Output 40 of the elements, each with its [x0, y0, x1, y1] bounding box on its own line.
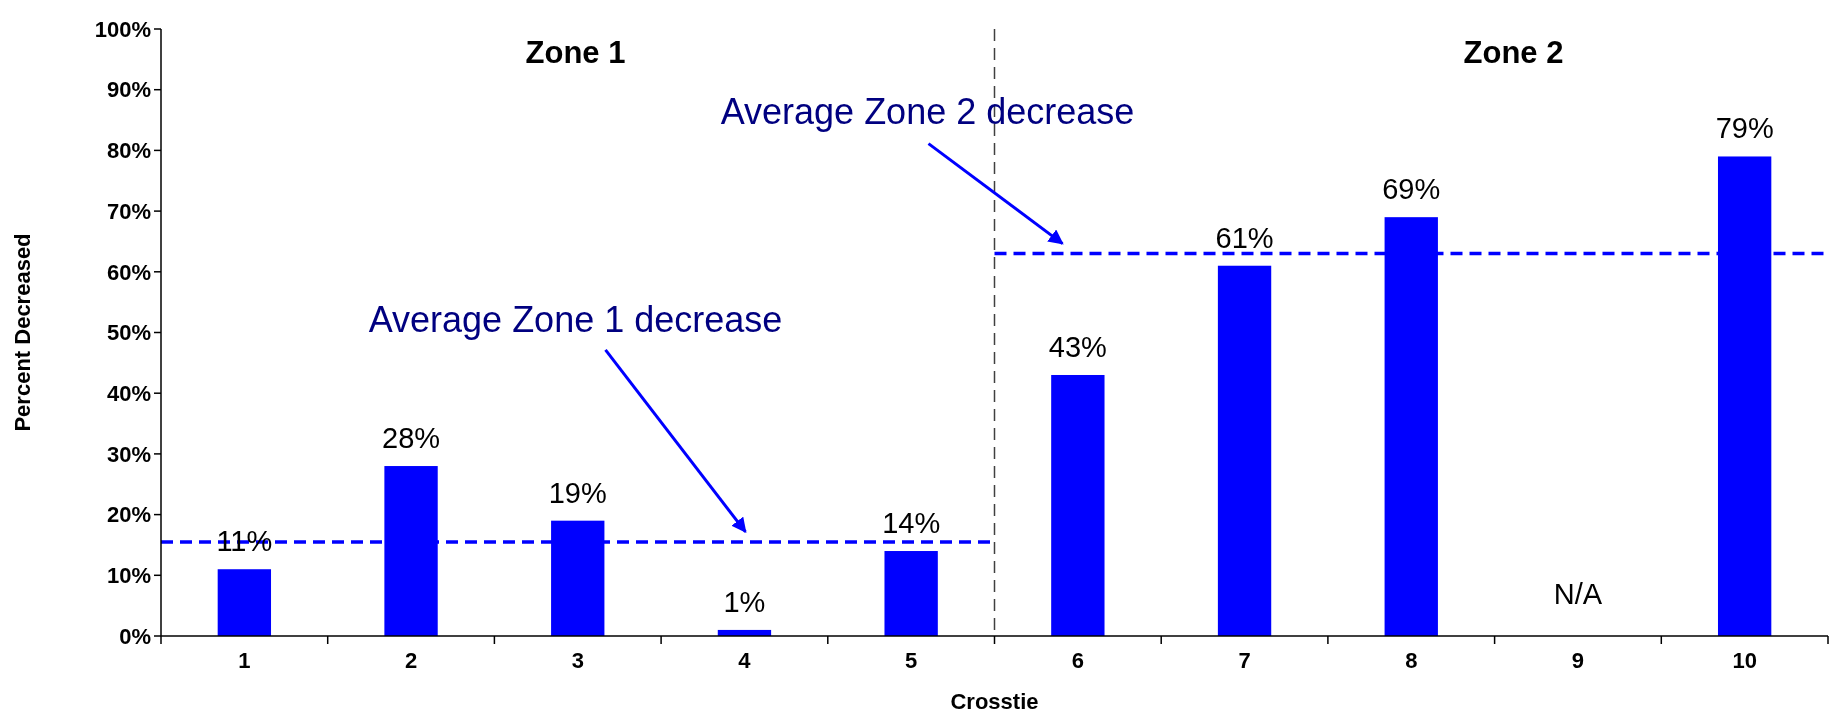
y-axis-title: Percent Decreased	[10, 233, 35, 432]
data-label: 43%	[1048, 330, 1107, 363]
annotation: Zone 1	[525, 35, 626, 70]
x-tick-label: 8	[1405, 648, 1418, 673]
bar	[1217, 265, 1272, 636]
y-tick-label: 30%	[106, 441, 151, 467]
x-tick-label: 6	[1071, 648, 1084, 673]
bar	[884, 551, 938, 636]
data-label: 1%	[723, 585, 766, 618]
data-label: 28%	[382, 422, 441, 455]
y-tick-label: 0%	[119, 623, 151, 649]
data-label: 61%	[1215, 221, 1274, 254]
y-tick-label: 80%	[106, 138, 151, 164]
bar	[217, 569, 272, 636]
x-tick-label: 3	[571, 648, 584, 673]
x-tick-label: 10	[1732, 648, 1757, 673]
y-tick-label: 100%	[94, 16, 151, 42]
y-tick-label: 20%	[106, 502, 151, 528]
data-label: 19%	[548, 476, 607, 509]
data-label: 69%	[1382, 173, 1441, 206]
x-tick-label: 5	[905, 648, 918, 673]
data-label: 14%	[882, 507, 941, 540]
x-tick-label: 2	[404, 648, 418, 673]
annotation: Average Zone 2 decrease	[720, 90, 1135, 132]
y-tick-label: 90%	[106, 77, 151, 103]
annotation: Average Zone 1 decrease	[368, 298, 783, 340]
x-axis-title: Crosstie	[950, 689, 1039, 714]
text: N/A	[1553, 578, 1603, 610]
bar	[1051, 374, 1105, 636]
x-tick-label: 9	[1571, 648, 1585, 673]
y-tick-label: 70%	[106, 198, 151, 224]
y-tick-label: 40%	[106, 380, 151, 406]
y-tick-label: 50%	[106, 320, 151, 346]
x-tick-label: 1	[238, 648, 251, 673]
annotation: Zone 2	[1463, 35, 1564, 70]
x-tick-label: 4	[738, 648, 752, 673]
x-tick-label: 7	[1238, 648, 1251, 673]
data-label: 79%	[1715, 112, 1774, 145]
y-tick-label: 60%	[106, 259, 151, 285]
y-tick-label: 10%	[106, 563, 151, 588]
